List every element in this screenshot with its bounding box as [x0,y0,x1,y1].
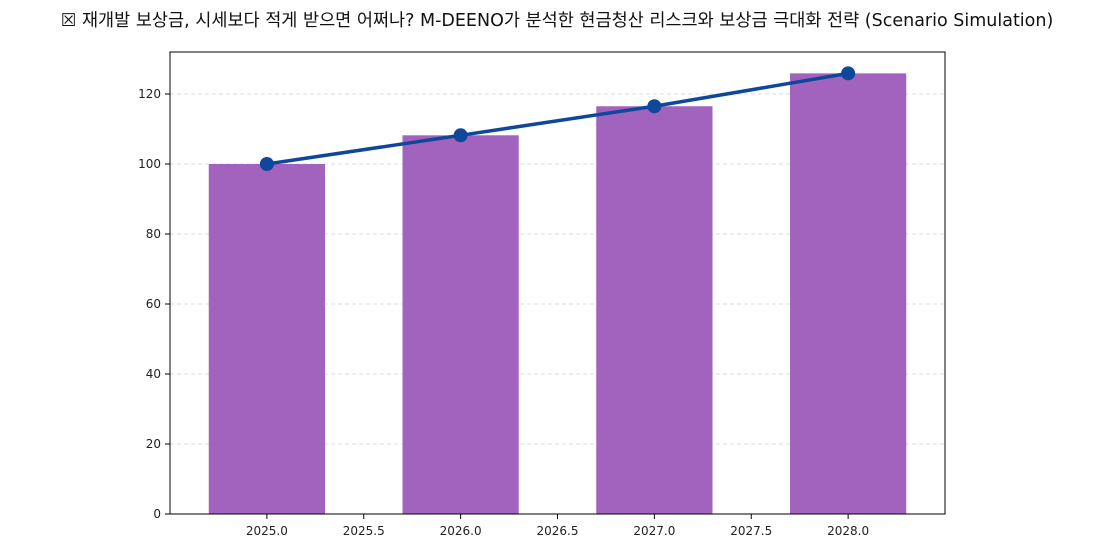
y-tick-label: 40 [146,367,161,381]
x-tick-label: 2027.0 [633,524,675,538]
y-tick-label: 120 [138,87,161,101]
bar [596,106,713,514]
y-tick-label: 0 [153,507,161,521]
y-tick-label: 100 [138,157,161,171]
x-tick-label: 2026.5 [537,524,579,538]
y-tick-label: 80 [146,227,161,241]
line-point [259,157,274,171]
x-tick-label: 2027.5 [730,524,772,538]
line-point [841,66,856,81]
x-axis: 2025.0 2025.5 2026.0 2026.5 2027.0 2027.5 2028… [246,514,869,538]
line-point [647,99,662,114]
bar [402,135,519,515]
x-tick-label: 2025.0 [246,524,288,538]
chart-title: ☒ 재개발 보상금, 시세보다 적게 받으면 어쩌나? M-DEENO가 분석한… [60,11,1054,31]
bar [208,164,325,514]
bar-series [208,73,907,515]
x-tick-label: 2025.5 [343,524,385,538]
x-tick-label: 2026.0 [440,524,482,538]
line-series [259,66,856,171]
y-tick-label: 60 [146,297,161,311]
x-tick-label: 2028.0 [827,524,869,538]
line-point [453,128,468,143]
y-axis: 0 20 40 60 80 100 120 [138,87,170,521]
y-tick-label: 20 [146,437,161,451]
line-path [266,71,849,166]
bar [790,73,907,514]
